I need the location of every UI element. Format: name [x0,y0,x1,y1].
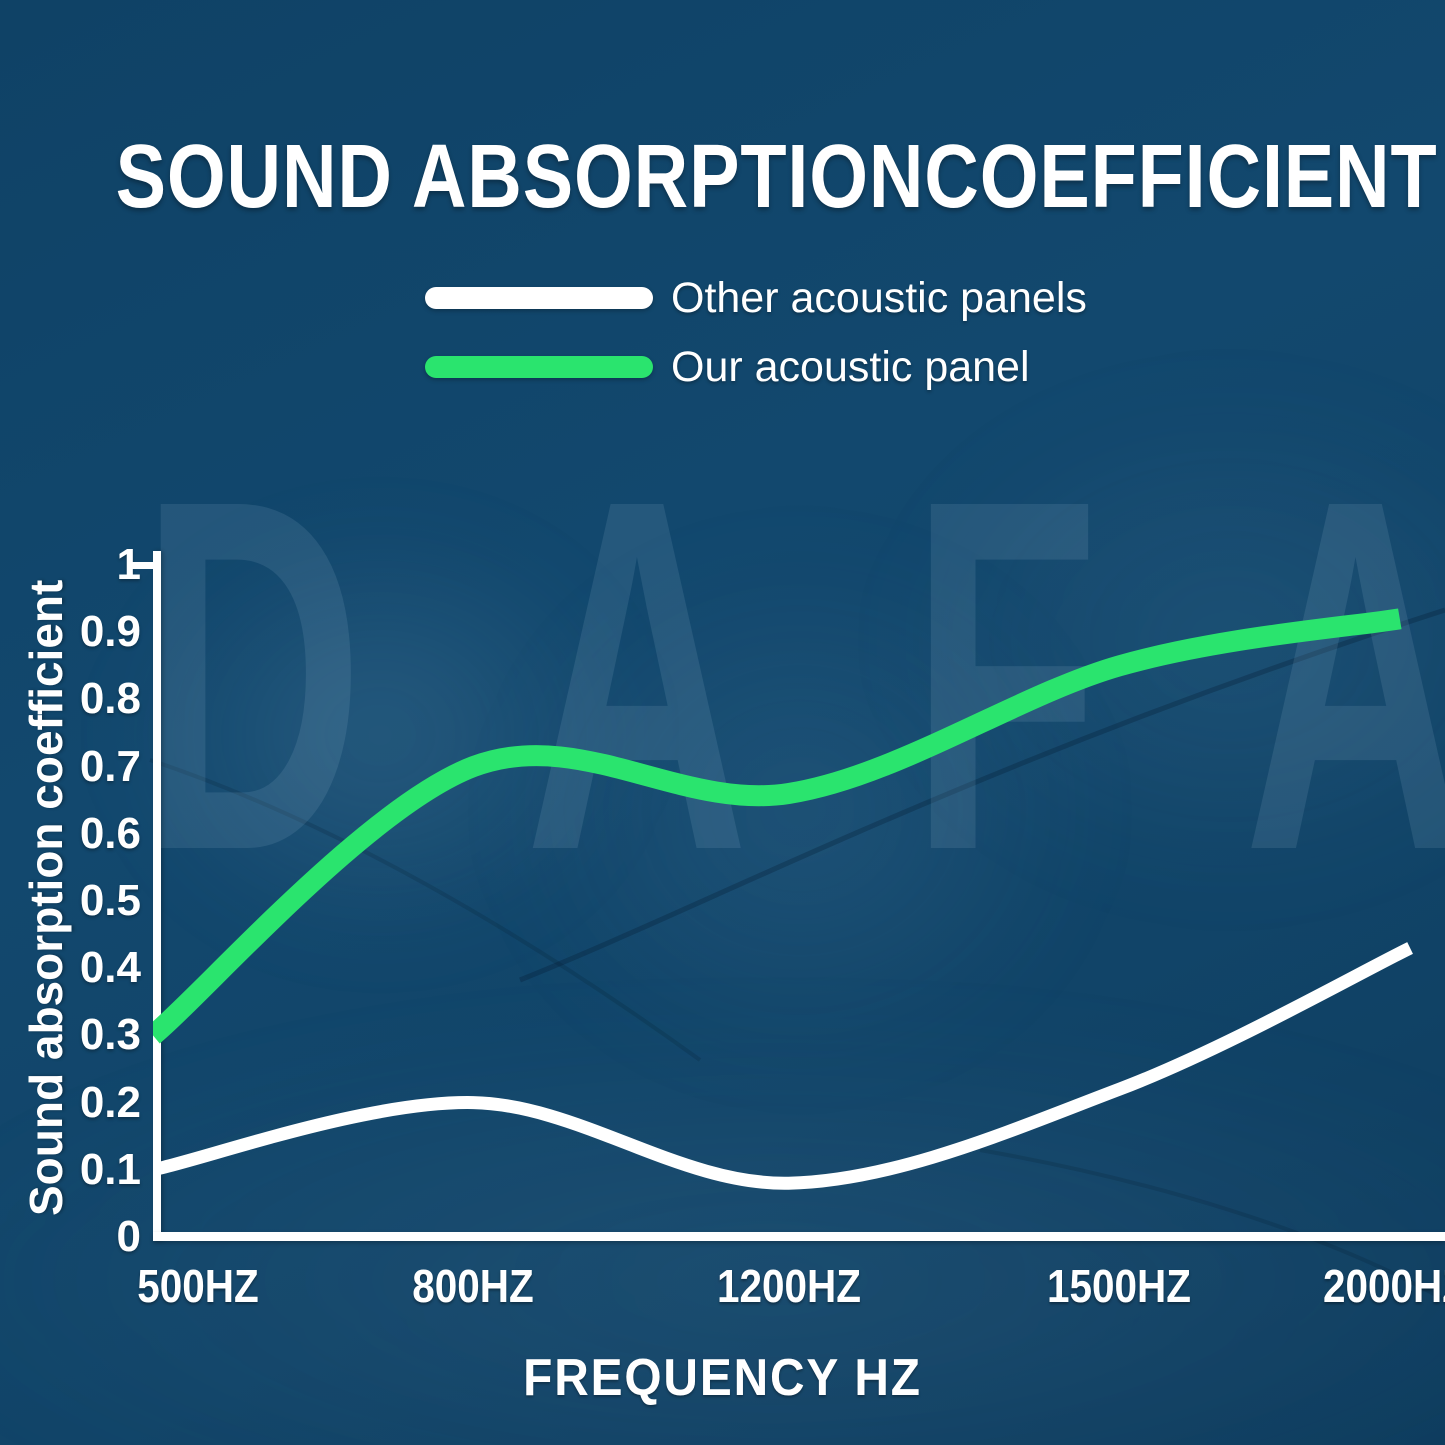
y-axis-line [153,551,161,1241]
y-tick-label: 0.9 [79,607,141,657]
x-tick-label: 2000HZ [1322,1260,1445,1312]
x-axis-line [153,1232,1445,1241]
y-tick-label: 0.2 [79,1077,141,1127]
x-tick-label: 800HZ [412,1260,535,1312]
y-tick-label: 0.5 [79,876,141,925]
chart-title: SOUND ABSORPTIONCOEFFICIENT CHART [115,127,1445,227]
y-axis-top-tick [131,562,153,569]
x-tick-label: 500HZ [137,1260,259,1312]
series-line-other-acoustic-panels [153,942,1413,1190]
legend-swatch-white-line [425,287,653,309]
chart-legend: Other acoustic panels Our acoustic panel [425,272,1087,393]
legend-swatch-green-line [425,356,653,378]
y-tick-label: 0.8 [79,674,141,724]
series-line-our-acoustic-panel [153,608,1402,1044]
x-tick-label: 1500HZ [1047,1260,1192,1312]
y-tick-label: 0.6 [79,808,141,858]
y-axis-tick-labels: 1 0.9 0.8 0.7 0.6 0.5 0.4 0.3 0.2 0.1 0 [0,0,141,1445]
legend-item-our-panel: Our acoustic panel [425,341,1087,393]
y-tick-label: 0.3 [79,1010,141,1060]
legend-item-other-panels: Other acoustic panels [425,272,1087,324]
x-axis-title: FREQUENCY HZ [523,1349,922,1407]
legend-label: Other acoustic panels [671,273,1087,322]
y-tick-label: 0 [116,1212,141,1261]
y-tick-label: 0.4 [79,943,141,993]
x-tick-label: 1200HZ [716,1260,861,1312]
legend-label: Our acoustic panel [671,342,1030,391]
plot-area [153,608,1413,1190]
y-tick-label: 0.1 [79,1144,141,1194]
y-tick-label: 0.7 [79,741,141,791]
